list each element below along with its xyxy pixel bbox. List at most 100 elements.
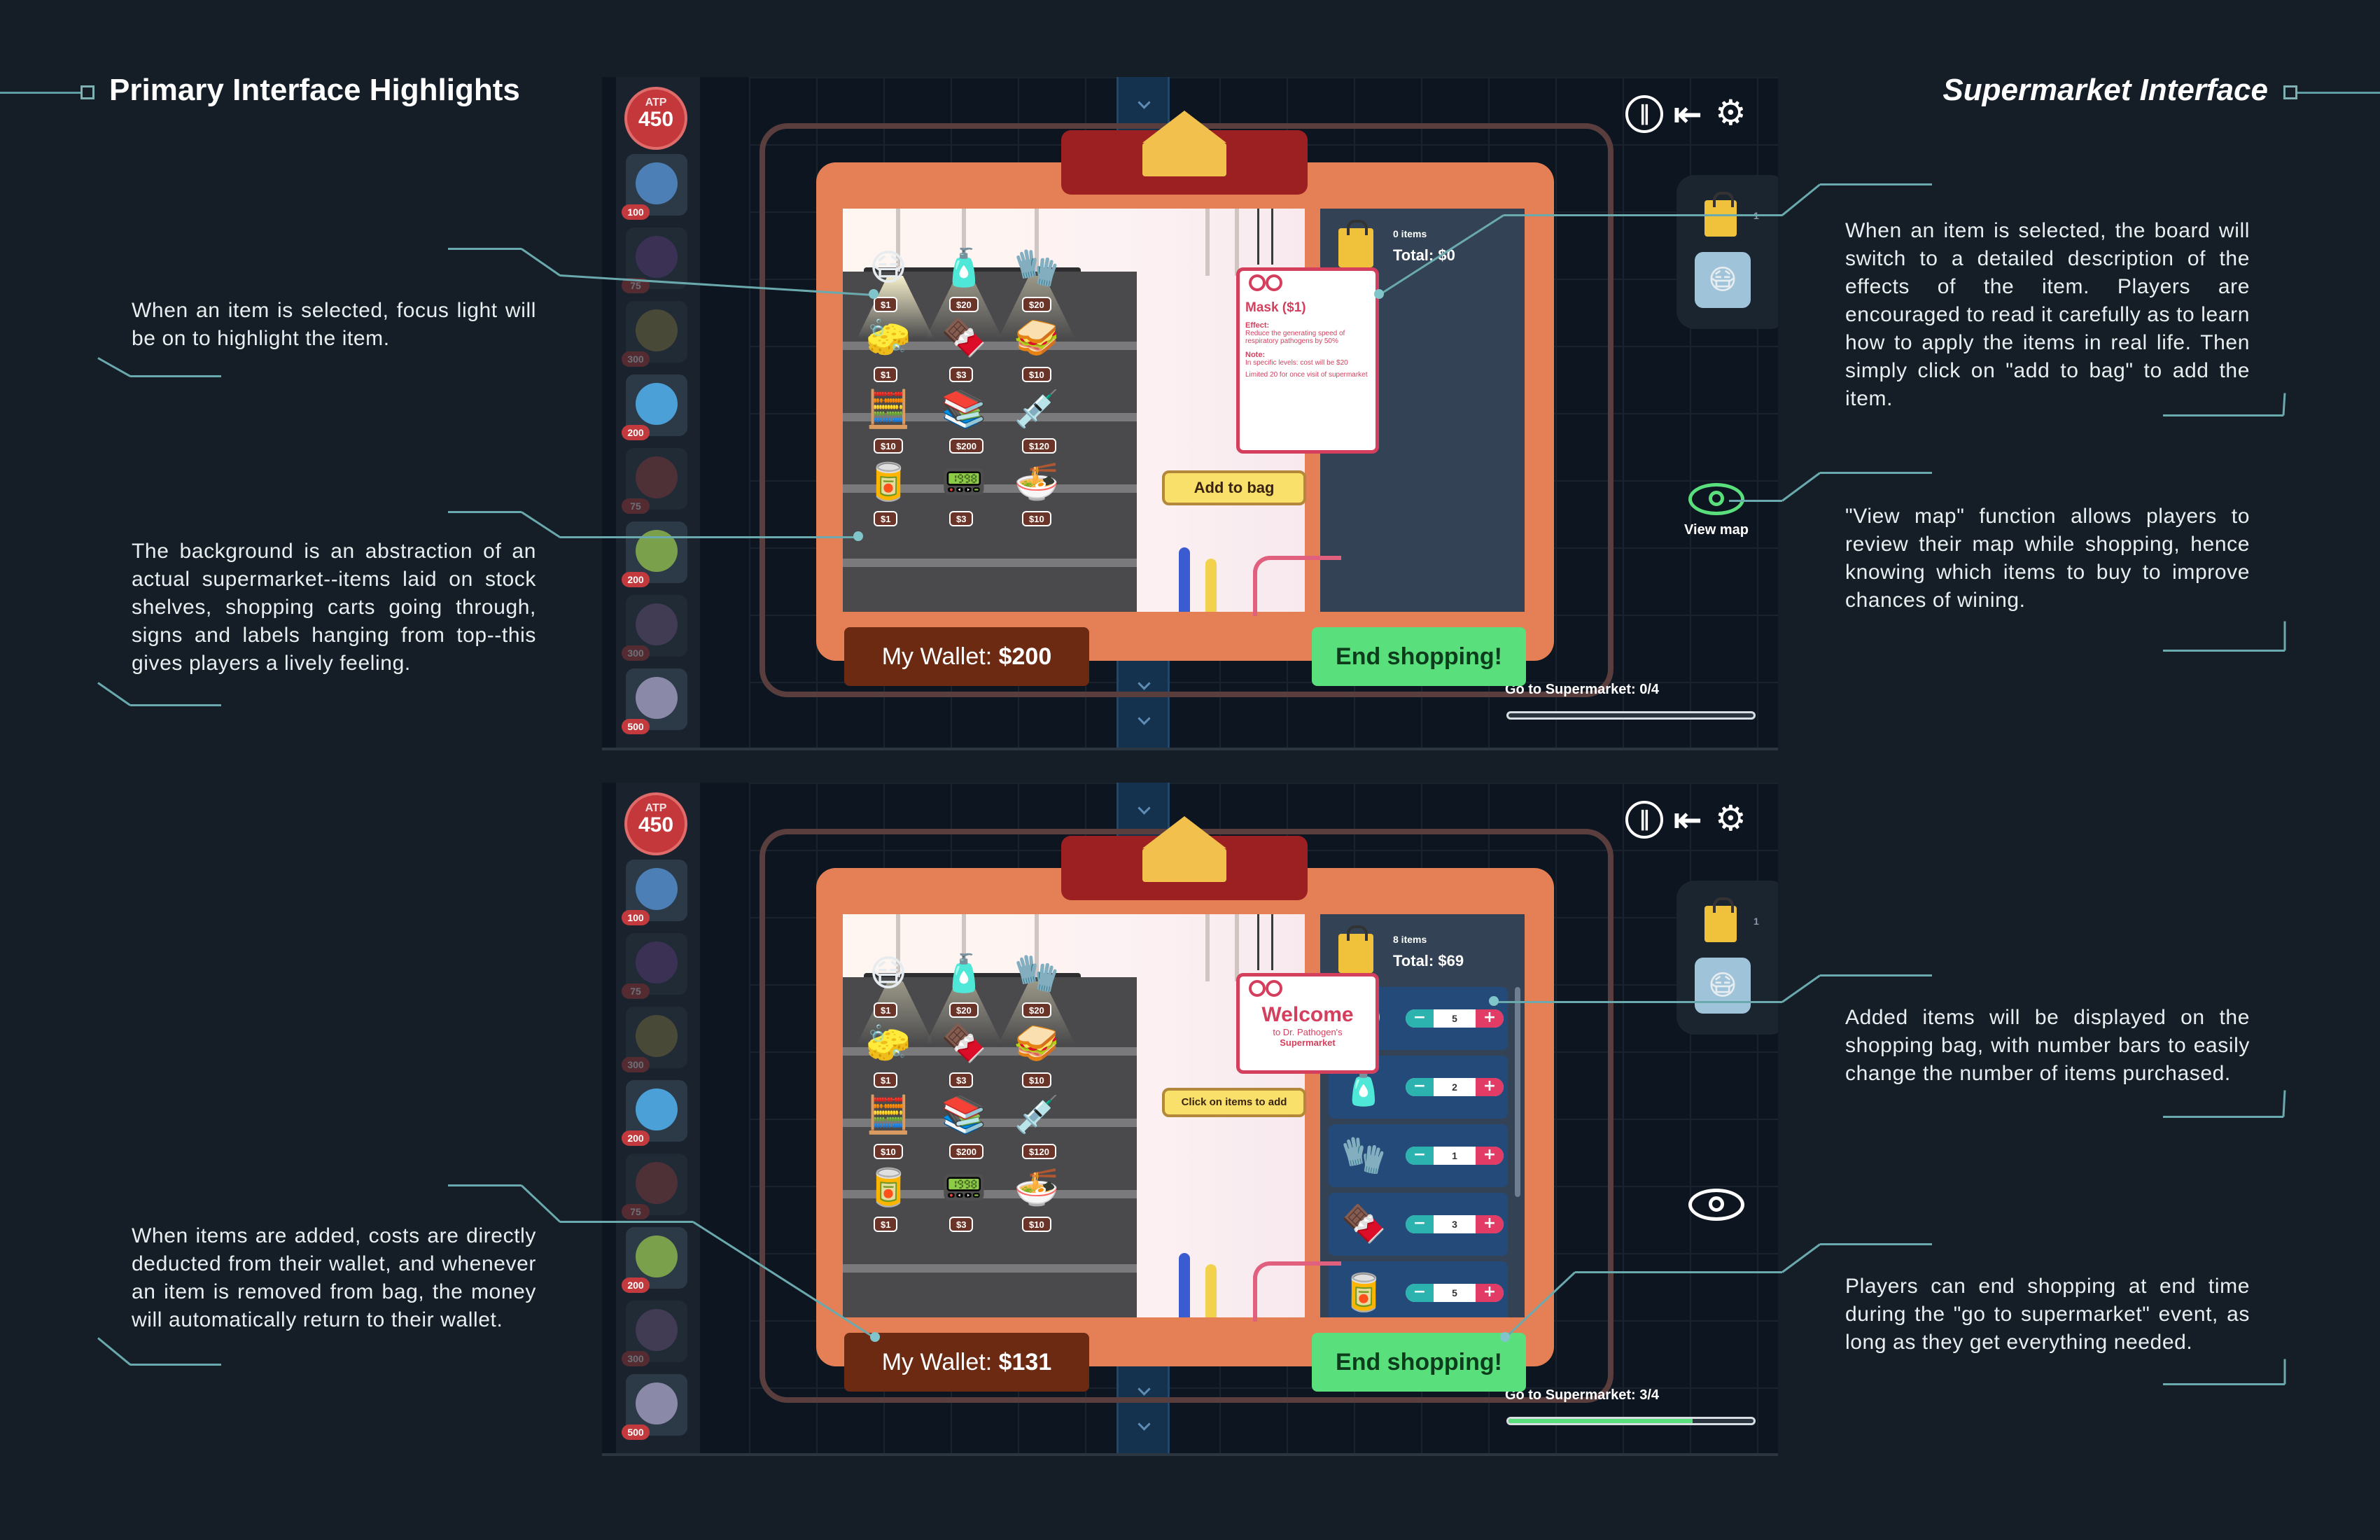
bag-scrollbar[interactable] [1515,987,1520,1197]
annotation-bag: Added items will be displayed on the sho… [1845,1006,2250,1085]
decrease-button[interactable]: − [1406,1009,1434,1028]
calculator-icon[interactable]: 🧮 [865,1094,911,1136]
mask-icon[interactable]: 😷 [869,953,908,995]
decrease-button[interactable]: − [1406,1147,1434,1165]
heading-left-marker [80,85,94,99]
spray-icon[interactable]: 🧽 [865,317,911,359]
leader-line [2163,414,2283,416]
bottle-icon[interactable]: 🧴 [941,247,987,289]
chocolate-icon[interactable]: 🍫 [941,1023,987,1065]
leader-line [2163,650,2285,652]
leader-line [130,375,221,377]
settings-gear-icon[interactable]: ⚙ [1715,798,1746,839]
pathogen-card-6[interactable]: 200 [622,1227,687,1293]
shopping-bag-icon [1704,192,1737,237]
leader-line [97,1337,131,1366]
item-price-tag: $3 [949,1217,974,1232]
chocolate-icon[interactable]: 🍫 [941,317,987,359]
pathogen-card-1[interactable]: 100 [622,860,687,925]
pathogen-card-7[interactable]: 300 [622,1301,687,1366]
side-inventory-panel: 1 😷 [1676,881,1778,1035]
noodle-cup-icon[interactable]: 🍜 [1014,1167,1060,1209]
pathogen-card-8[interactable]: 500 [622,668,687,734]
increase-button[interactable]: + [1476,1078,1504,1096]
pathogen-card-6[interactable]: 200 [622,522,687,587]
spray-icon[interactable]: 🧽 [865,1023,911,1065]
increase-button[interactable]: + [1476,1009,1504,1028]
books-icon[interactable]: 📚 [941,388,987,430]
end-shopping-button[interactable]: End shopping! [1312,627,1526,686]
increase-button[interactable]: + [1476,1215,1504,1233]
view-map-label[interactable]: View map [1684,522,1749,538]
energy-drink-icon[interactable]: 🥫 [865,1167,911,1209]
leader-line [560,1221,693,1223]
glove-icon[interactable]: 🧤 [1014,953,1060,995]
quantity-value[interactable]: 1 [1434,1147,1476,1165]
pathogen-card-3[interactable]: 300 [622,301,687,367]
add-to-bag-button[interactable]: Add to bag [1162,470,1306,505]
pathogen-card-1[interactable]: 100 [622,154,687,220]
leader-dot [1489,996,1499,1006]
end-shopping-button[interactable]: End shopping! [1312,1333,1526,1392]
item-price-tag: $200 [949,1144,983,1159]
bottle-icon[interactable]: 🧴 [941,953,987,995]
leader-line [2282,393,2286,416]
settings-gear-icon[interactable]: ⚙ [1715,92,1746,133]
pathogen-card-7[interactable]: 300 [622,595,687,661]
pathogen-card-3[interactable]: 300 [622,1007,687,1072]
quantity-value[interactable]: 5 [1434,1284,1476,1302]
decrease-button[interactable]: − [1406,1078,1434,1096]
calculator-icon[interactable]: 🧮 [865,388,911,430]
bag-row: 🧤 −1 + [1329,1124,1508,1187]
decrease-button[interactable]: − [1406,1284,1434,1302]
router-icon[interactable]: 📟 [941,1167,987,1209]
energy-drink-icon[interactable]: 🥫 [865,461,911,503]
card-note-2: Limited 20 for once visit of supermarket [1245,371,1368,379]
bag-item-count: 8 items [1393,934,1427,945]
pause-icon[interactable]: ∥ [1625,801,1663,839]
pathogen-card-8[interactable]: 500 [622,1374,687,1440]
pause-icon[interactable]: ∥ [1625,95,1663,133]
exit-icon[interactable]: ⇤ [1673,799,1702,840]
item-price-tag: $1 [874,367,898,382]
pathogen-card-4[interactable]: 200 [622,374,687,440]
books-icon[interactable]: 📚 [941,1094,987,1136]
annotation-background: The background is an abstraction of an a… [132,540,536,675]
side-bag-count: 1 [1754,916,1759,927]
leader-line [2163,1383,2285,1385]
noodle-cup-icon[interactable]: 🍜 [1014,461,1060,503]
pathogen-card-5[interactable]: 75 [622,1154,687,1219]
increase-button[interactable]: + [1476,1284,1504,1302]
quantity-value[interactable]: 5 [1434,1009,1476,1028]
syringe-icon[interactable]: 💉 [1014,388,1060,430]
shopping-bag-icon [1338,220,1373,267]
roof-sign [1142,848,1226,882]
leader-dot [853,531,863,541]
increase-button[interactable]: + [1476,1147,1504,1165]
router-icon[interactable]: 📟 [941,461,987,503]
pathogen-card-5[interactable]: 75 [622,448,687,514]
view-map-eye-icon[interactable] [1688,483,1744,515]
leader-line [2282,1090,2286,1117]
leader-line [1820,1243,1932,1245]
roof-arrow-icon [1142,816,1226,848]
atp-counter: ATP 450 [624,87,687,150]
view-map-eye-icon[interactable] [1688,1189,1744,1221]
exit-icon[interactable]: ⇤ [1673,94,1702,134]
sandwich-icon[interactable]: 🥪 [1014,317,1060,359]
syringe-icon[interactable]: 💉 [1014,1094,1060,1136]
glove-icon[interactable]: 🧤 [1014,247,1060,289]
decrease-button[interactable]: − [1406,1215,1434,1233]
quantity-value[interactable]: 2 [1434,1078,1476,1096]
mask-icon[interactable]: 😷 [869,247,908,289]
leader-line [97,357,131,377]
pathogen-card-2[interactable]: 75 [622,933,687,999]
heading-right-line [2297,92,2380,94]
quantity-value[interactable]: 3 [1434,1215,1476,1233]
quantity-stepper: −3 + [1406,1215,1504,1233]
pathogen-card-4[interactable]: 200 [622,1080,687,1146]
leader-line [1729,500,1782,502]
item-price-tag: $20 [1022,1002,1051,1018]
sandwich-icon[interactable]: 🥪 [1014,1023,1060,1065]
leader-line [520,1184,561,1223]
